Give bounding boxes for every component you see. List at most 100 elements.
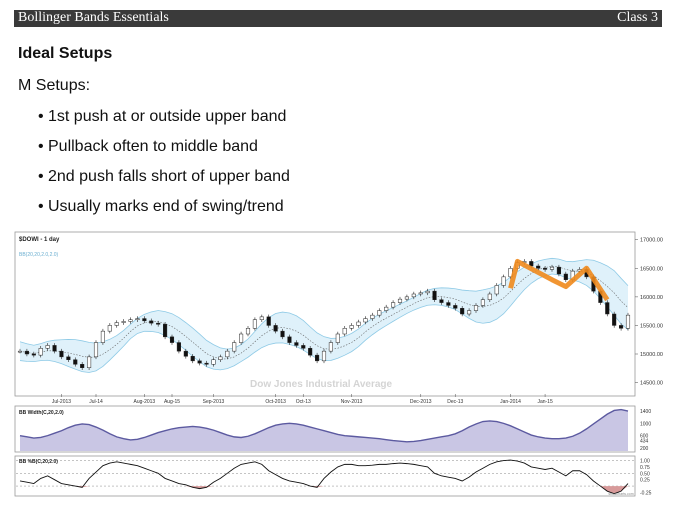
- candle-body: [487, 293, 492, 300]
- bullet-item: • Usually marks end of swing/trend: [38, 194, 290, 224]
- bb-width-panel: [19, 408, 629, 451]
- candle-body: [536, 265, 541, 269]
- price-y-axis: 17000.00 16500.00 16000.00 15500.00 15000.00…: [635, 238, 663, 387]
- width-panel-label: BB Width(C,20,2.0): [19, 410, 64, 416]
- width-y-tick-label: 434: [640, 439, 649, 445]
- candle-body: [142, 318, 147, 322]
- candle-body: [315, 354, 320, 362]
- bullet-list: • 1st push at or outside upper band • Pull…: [38, 104, 290, 224]
- x-tick-label: Jul-2013: [52, 399, 71, 405]
- price-panel-frame: [14, 231, 636, 397]
- candle-body: [266, 316, 271, 326]
- candle-body: [543, 268, 548, 270]
- candle-body: [342, 328, 347, 335]
- candle-body: [473, 305, 479, 311]
- width-y-tick-label: 1400: [640, 409, 651, 415]
- bullet-dot-icon: •: [38, 198, 44, 215]
- candle-body: [87, 356, 92, 368]
- price-x-axis: Jul-2013 Jul-14 Aug-2013 Aug-15 Sep-2013 Oct-…: [52, 394, 553, 405]
- candle-body: [605, 302, 610, 315]
- pctb-y-tick-label: -0.25: [640, 490, 652, 496]
- y-tick-label: 14500.00: [640, 381, 663, 387]
- candle-body: [460, 308, 465, 315]
- candle-body: [163, 324, 168, 338]
- candle-body: [259, 316, 264, 320]
- candle-body: [190, 356, 195, 362]
- pctb-panel-frame: [14, 455, 636, 497]
- candle-body: [252, 319, 257, 329]
- pctb-y-axis: 1.000.750.500.25 -0.25: [640, 459, 652, 497]
- candle-body: [100, 330, 105, 343]
- pctb-panel: [16, 459, 634, 495]
- candle-body: [197, 360, 202, 364]
- pctb-panel-label: BB %B(C,20,2.0): [19, 459, 58, 465]
- candle-body: [363, 318, 368, 323]
- candle-body: [183, 350, 188, 357]
- candle-body: [245, 328, 251, 335]
- pctb-line: [19, 459, 629, 495]
- candle-body: [225, 350, 230, 358]
- x-tick-label: Jul-14: [89, 399, 103, 405]
- source-label: stockcharts.com: [608, 492, 633, 496]
- candle-body: [73, 359, 78, 365]
- candle-body: [356, 321, 361, 326]
- bullet-item: • Pullback often to middle band: [38, 134, 290, 164]
- candle-body: [432, 290, 437, 300]
- candle-body: [169, 336, 175, 343]
- pctb-y-tick-label: 0.25: [640, 478, 650, 484]
- candle-body: [93, 342, 99, 358]
- candle-body: [66, 356, 71, 360]
- candle-body: [418, 292, 423, 295]
- x-tick-label: Aug-15: [164, 399, 180, 405]
- candle-body: [384, 306, 389, 311]
- symbol-label: $DOWI - 1 day: [19, 237, 60, 243]
- x-tick-label: Oct-2013: [265, 399, 286, 405]
- candle-body: [397, 298, 403, 303]
- y-tick-label: 16000.00: [640, 295, 663, 301]
- candle-body: [149, 320, 154, 324]
- y-tick-label: 15000.00: [640, 352, 663, 358]
- x-tick-label: Oct-13: [296, 399, 311, 405]
- y-tick-label: 15500.00: [640, 323, 663, 329]
- section-heading: Ideal Setups: [18, 45, 113, 62]
- candle-body: [328, 342, 333, 352]
- candle-body: [232, 342, 237, 352]
- candle-body: [370, 314, 375, 319]
- stock-chart: $DOWI - 1 day BB(20,20,2.0,2.0) Dow Jone…: [14, 231, 663, 497]
- x-tick-label: Dec-13: [447, 399, 463, 405]
- bullet-dot-icon: •: [38, 138, 44, 155]
- candle-body: [287, 336, 292, 343]
- pctb-y-tick-label: 0.50: [640, 471, 650, 477]
- candle-body: [425, 290, 430, 294]
- width-y-tick-label: 200: [640, 446, 649, 452]
- candle-body: [494, 285, 499, 295]
- candle-body: [38, 348, 43, 356]
- bullet-dot-icon: •: [38, 108, 44, 125]
- candle-body: [335, 333, 340, 343]
- watermark: Dow Jones Industrial Average: [250, 379, 393, 390]
- candle-body: [301, 345, 306, 349]
- pctb-y-tick-label: 0.75: [640, 465, 650, 471]
- candle-body: [439, 299, 444, 303]
- candle-body: [480, 299, 485, 306]
- candle-body: [31, 353, 36, 356]
- candle-body: [156, 322, 161, 325]
- candle-body: [619, 325, 624, 329]
- candle-body: [211, 359, 216, 365]
- candle-body: [280, 330, 285, 338]
- candle-body: [24, 350, 29, 355]
- candle-body: [128, 319, 133, 322]
- x-tick-label: Nov-2013: [341, 399, 363, 405]
- candle-body: [625, 314, 631, 329]
- candle-body: [239, 333, 244, 343]
- slide-title: Bollinger Bands Essentials: [18, 10, 169, 25]
- candle-body: [17, 350, 23, 353]
- slide-header-bar: Bollinger Bands Essentials Class 3: [14, 10, 662, 27]
- pctb-y-tick-label: 1.00: [640, 459, 650, 465]
- candle-body: [52, 345, 57, 352]
- width-y-tick-label: 1000: [640, 421, 651, 427]
- candle-body: [204, 362, 209, 365]
- candle-body: [612, 313, 617, 326]
- candle-body: [404, 296, 409, 300]
